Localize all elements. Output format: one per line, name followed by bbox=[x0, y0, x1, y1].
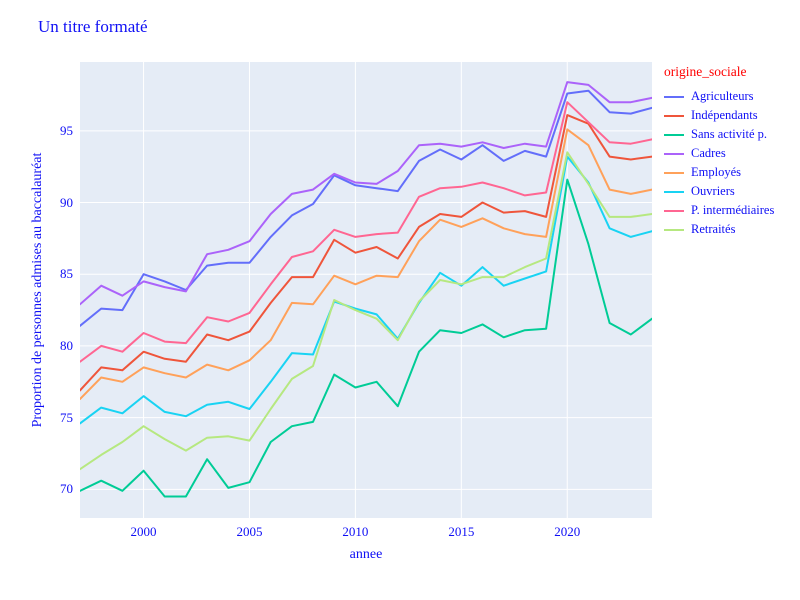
x-tick-label: 2005 bbox=[236, 524, 263, 539]
y-tick-label: 80 bbox=[60, 337, 73, 353]
legend-swatch-cadres bbox=[664, 152, 684, 155]
y-tick-label: 95 bbox=[60, 122, 73, 138]
series-line-cadres bbox=[80, 81, 652, 306]
legend-label: Employés bbox=[691, 165, 741, 179]
legend-swatch-agriculteurs bbox=[664, 95, 684, 98]
series-line-employes bbox=[80, 128, 652, 400]
chart-title: Un titre formaté bbox=[38, 17, 148, 36]
legend-label: Cadres bbox=[691, 146, 726, 160]
legend-swatch-independants bbox=[664, 114, 684, 117]
legend-items: Agriculteurs Indépendants Sans activité p.… bbox=[664, 87, 798, 239]
legend: origine_sociale Agriculteurs Indépendants… bbox=[664, 64, 798, 239]
x-tick-label: 2020 bbox=[554, 524, 581, 539]
legend-label: P. intermédiaires bbox=[691, 203, 775, 217]
y-tick-label: 85 bbox=[60, 266, 73, 282]
legend-item-sans-activite-p[interactable]: Sans activité p. bbox=[664, 125, 798, 144]
legend-item-employes[interactable]: Employés bbox=[664, 163, 798, 182]
x-tick-label: 2000 bbox=[130, 524, 157, 539]
legend-item-agriculteurs[interactable]: Agriculteurs bbox=[664, 87, 798, 106]
plot-wrap bbox=[80, 62, 652, 518]
series-line-sans-activite-p bbox=[80, 178, 652, 498]
legend-label: Retraités bbox=[691, 222, 736, 236]
legend-label: Agriculteurs bbox=[691, 89, 754, 103]
legend-item-retraites[interactable]: Retraités bbox=[664, 220, 798, 239]
legend-label: Indépendants bbox=[691, 108, 758, 122]
legend-label: Ouvriers bbox=[691, 184, 735, 198]
y-tick-label: 75 bbox=[60, 409, 73, 425]
y-tick-label: 90 bbox=[60, 194, 73, 210]
series-line-independants bbox=[80, 114, 652, 392]
series-line-ouvriers bbox=[80, 155, 652, 425]
legend-swatch-sans-activite-p bbox=[664, 133, 684, 136]
y-tick-label: 70 bbox=[60, 481, 73, 497]
legend-swatch-retraites bbox=[664, 228, 684, 231]
legend-swatch-ouvriers bbox=[664, 190, 684, 193]
x-tick-label: 2010 bbox=[342, 524, 369, 539]
legend-item-independants[interactable]: Indépendants bbox=[664, 106, 798, 125]
x-tick-label: 2015 bbox=[448, 524, 475, 539]
legend-item-p-intermediaires[interactable]: P. intermédiaires bbox=[664, 201, 798, 220]
legend-item-ouvriers[interactable]: Ouvriers bbox=[664, 182, 798, 201]
legend-swatch-employes bbox=[664, 171, 684, 174]
series-line-p-intermediaires bbox=[80, 101, 652, 363]
series-line-agriculteurs bbox=[80, 89, 652, 327]
legend-title: origine_sociale bbox=[664, 64, 747, 79]
legend-item-cadres[interactable]: Cadres bbox=[664, 144, 798, 163]
x-axis-title: annee bbox=[349, 547, 383, 562]
plot-area[interactable] bbox=[80, 62, 652, 518]
series-line-retraites bbox=[80, 151, 652, 471]
legend-swatch-p-intermediaires bbox=[664, 209, 684, 212]
legend-label: Sans activité p. bbox=[691, 127, 768, 141]
